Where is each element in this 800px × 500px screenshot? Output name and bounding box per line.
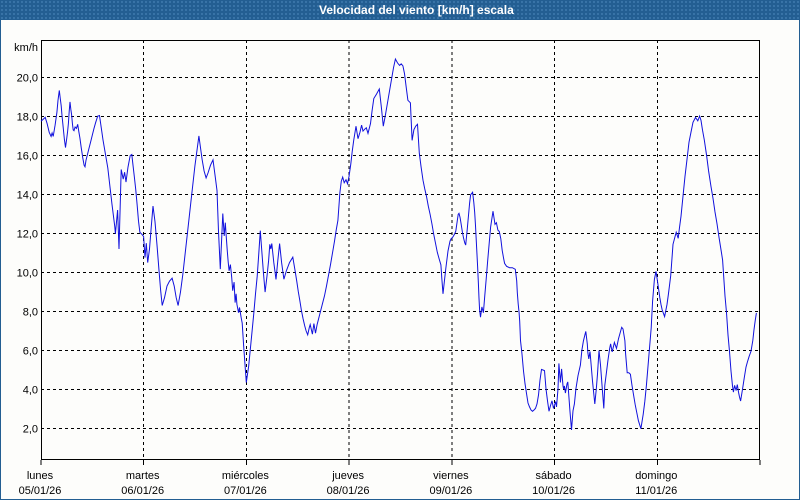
svg-text:14,0: 14,0 <box>17 189 38 201</box>
svg-text:10,0: 10,0 <box>17 267 38 279</box>
svg-text:miércoles: miércoles <box>222 470 270 482</box>
svg-text:4,0: 4,0 <box>23 384 38 396</box>
svg-text:20,0: 20,0 <box>17 73 38 85</box>
svg-text:06/01/26: 06/01/26 <box>121 485 164 497</box>
svg-text:km/h: km/h <box>14 42 38 54</box>
svg-text:18,0: 18,0 <box>17 112 38 124</box>
svg-text:jueves: jueves <box>331 470 364 482</box>
svg-text:sábado: sábado <box>536 470 572 482</box>
svg-text:07/01/26: 07/01/26 <box>224 485 267 497</box>
svg-text:16,0: 16,0 <box>17 151 38 163</box>
svg-text:09/01/26: 09/01/26 <box>429 485 472 497</box>
svg-text:11/01/26: 11/01/26 <box>635 485 677 497</box>
svg-text:08/01/26: 08/01/26 <box>327 485 370 497</box>
svg-text:05/01/26: 05/01/26 <box>19 485 62 497</box>
svg-text:6,0: 6,0 <box>23 345 38 357</box>
svg-text:12,0: 12,0 <box>17 228 38 240</box>
svg-text:domingo: domingo <box>635 470 677 482</box>
svg-text:martes: martes <box>126 470 160 482</box>
svg-text:8,0: 8,0 <box>23 306 38 318</box>
svg-text:2,0: 2,0 <box>23 423 38 435</box>
svg-text:lunes: lunes <box>27 470 54 482</box>
svg-text:10/01/26: 10/01/26 <box>532 485 575 497</box>
svg-text:viernes: viernes <box>433 470 469 482</box>
